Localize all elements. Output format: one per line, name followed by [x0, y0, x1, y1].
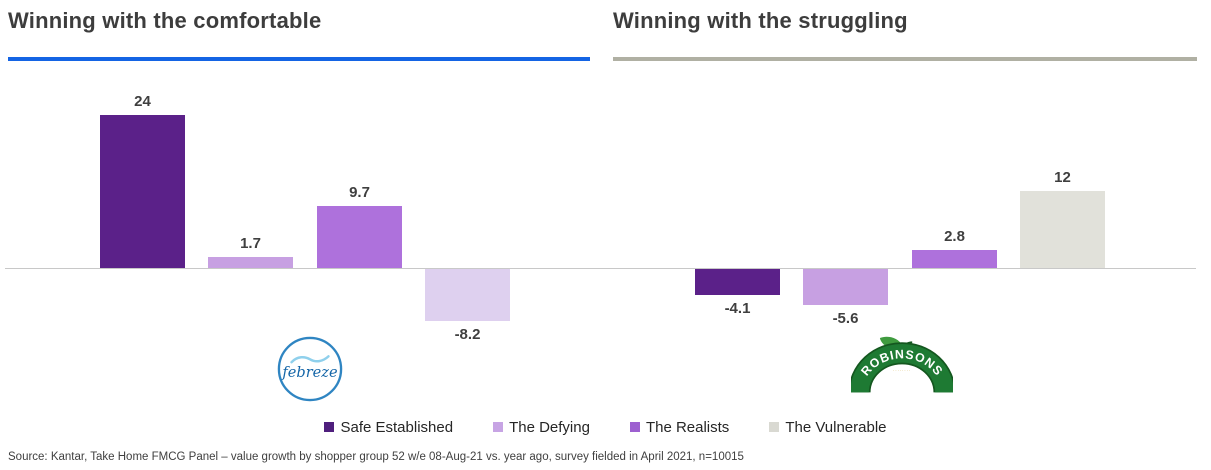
source-note: Source: Kantar, Take Home FMCG Panel – v… — [8, 451, 744, 463]
bar-the-vulnerable-group1 — [425, 269, 510, 321]
legend-label: The Vulnerable — [785, 418, 887, 436]
legend-label: Safe Established — [340, 418, 454, 436]
left-accent-bar — [8, 57, 590, 61]
legend-swatch-the-vulnerable — [769, 422, 780, 432]
bar-value-label: 12 — [1054, 169, 1071, 186]
legend-swatch-safe-established — [324, 422, 335, 432]
chart-legend: Safe Established The Defying The Realist… — [0, 415, 1211, 439]
bar-the-vulnerable-group2 — [1020, 191, 1105, 268]
bar-value-label: 9.7 — [349, 184, 370, 201]
bar-the-defying-group1 — [208, 257, 293, 268]
robinsons-logo: ROBINSONS ········ — [848, 336, 956, 408]
legend-label: The Realists — [645, 418, 730, 436]
arch-band — [850, 344, 954, 393]
bar-safe-established-group2 — [695, 269, 780, 295]
bar-safe-established-group1 — [100, 115, 185, 268]
bar-the-defying-group2 — [803, 269, 888, 305]
bar-value-label: 24 — [134, 93, 151, 110]
legend-label: The Defying — [509, 418, 590, 436]
bar-the-realists-group1 — [317, 206, 402, 268]
right-accent-bar — [613, 57, 1197, 61]
legend-item-the-vulnerable: The Vulnerable — [769, 418, 887, 436]
robinsons-est-mark: ········ — [893, 368, 911, 373]
left-section-title: Winning with the comfortable — [8, 8, 322, 33]
bar-the-realists-group2 — [912, 250, 997, 268]
febreze-wordmark: febreze — [281, 364, 337, 381]
legend-item-safe-established: Safe Established — [324, 419, 453, 436]
axis-zero-line — [5, 268, 1196, 269]
legend-swatch-the-realists — [629, 422, 640, 432]
legend-item-the-realists: The Realists — [629, 418, 730, 436]
bar-value-label: -8.2 — [454, 326, 481, 343]
legend-item-the-defying: The Defying — [493, 419, 590, 436]
febreze-circle — [277, 336, 343, 402]
febreze-wave-icon — [290, 355, 330, 364]
legend-swatch-the-defying — [493, 422, 504, 432]
bar-value-label: -5.6 — [832, 310, 859, 327]
febreze-logo: febreze — [276, 335, 344, 403]
bar-value-label: -4.1 — [724, 300, 751, 317]
right-section-title: Winning with the struggling — [613, 8, 908, 33]
bar-value-label: 2.8 — [944, 228, 965, 245]
bar-value-label: 1.7 — [240, 235, 261, 252]
